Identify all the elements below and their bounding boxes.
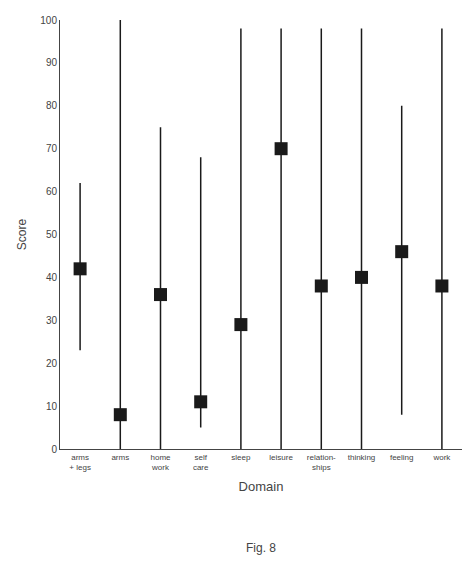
svg-text:30: 30 [46,315,58,326]
svg-text:50: 50 [46,229,58,240]
svg-text:work: work [432,453,451,462]
svg-text:Fig. 8: Fig. 8 [246,541,276,555]
svg-text:60: 60 [46,186,58,197]
svg-text:homework: homework [150,453,171,472]
svg-text:feeling: feeling [390,453,414,462]
svg-text:80: 80 [46,100,58,111]
svg-text:10: 10 [46,401,58,412]
svg-text:arms: arms [111,453,129,462]
svg-text:0: 0 [51,444,57,455]
svg-text:sleep: sleep [231,453,251,462]
svg-text:90: 90 [46,57,58,68]
svg-text:20: 20 [46,358,58,369]
svg-text:100: 100 [40,15,57,26]
svg-text:relation-ships: relation-ships [307,453,336,472]
svg-text:arms+ legs: arms+ legs [69,453,91,472]
svg-text:70: 70 [46,143,58,154]
svg-text:selfcare: selfcare [193,453,209,472]
svg-text:leisure: leisure [269,453,293,462]
svg-text:thinking: thinking [348,453,376,462]
svg-text:Domain: Domain [239,479,284,494]
svg-text:40: 40 [46,272,58,283]
svg-text:Score: Score [15,219,29,251]
